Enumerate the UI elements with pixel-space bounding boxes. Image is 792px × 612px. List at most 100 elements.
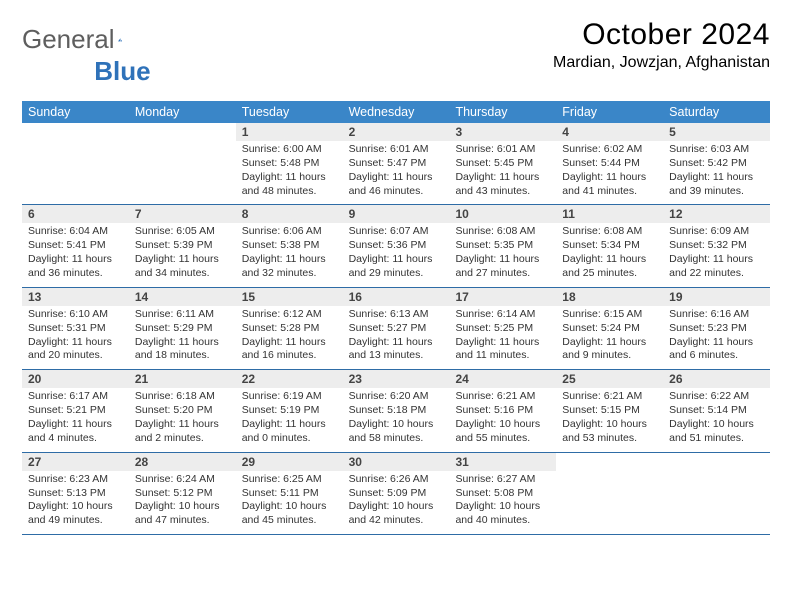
weeks-container: ..1Sunrise: 6:00 AMSunset: 5:48 PMDaylig… [22, 123, 770, 535]
day-cell: 4Sunrise: 6:02 AMSunset: 5:44 PMDaylight… [556, 123, 663, 204]
day-detail: Sunrise: 6:15 AMSunset: 5:24 PMDaylight:… [556, 306, 663, 363]
day-detail: Sunrise: 6:06 AMSunset: 5:38 PMDaylight:… [236, 223, 343, 280]
day-detail: Sunrise: 6:01 AMSunset: 5:47 PMDaylight:… [343, 141, 450, 198]
day-number: 10 [449, 205, 556, 223]
day-detail: Sunrise: 6:24 AMSunset: 5:12 PMDaylight:… [129, 471, 236, 528]
day-detail: Sunrise: 6:00 AMSunset: 5:48 PMDaylight:… [236, 141, 343, 198]
dow-cell: Tuesday [236, 101, 343, 123]
day-detail: Sunrise: 6:01 AMSunset: 5:45 PMDaylight:… [449, 141, 556, 198]
day-number: 20 [22, 370, 129, 388]
day-cell: 22Sunrise: 6:19 AMSunset: 5:19 PMDayligh… [236, 370, 343, 451]
dow-cell: Sunday [22, 101, 129, 123]
logo-text-2: Blue [94, 56, 150, 87]
day-detail: Sunrise: 6:08 AMSunset: 5:34 PMDaylight:… [556, 223, 663, 280]
day-number: 8 [236, 205, 343, 223]
day-cell: 25Sunrise: 6:21 AMSunset: 5:15 PMDayligh… [556, 370, 663, 451]
day-detail: Sunrise: 6:08 AMSunset: 5:35 PMDaylight:… [449, 223, 556, 280]
day-cell: 31Sunrise: 6:27 AMSunset: 5:08 PMDayligh… [449, 453, 556, 534]
dow-cell: Friday [556, 101, 663, 123]
day-cell: 6Sunrise: 6:04 AMSunset: 5:41 PMDaylight… [22, 205, 129, 286]
day-detail: Sunrise: 6:23 AMSunset: 5:13 PMDaylight:… [22, 471, 129, 528]
day-cell: 10Sunrise: 6:08 AMSunset: 5:35 PMDayligh… [449, 205, 556, 286]
dow-cell: Wednesday [343, 101, 450, 123]
day-cell: 24Sunrise: 6:21 AMSunset: 5:16 PMDayligh… [449, 370, 556, 451]
day-detail: Sunrise: 6:16 AMSunset: 5:23 PMDaylight:… [663, 306, 770, 363]
day-number: 19 [663, 288, 770, 306]
day-detail: Sunrise: 6:12 AMSunset: 5:28 PMDaylight:… [236, 306, 343, 363]
day-cell: 14Sunrise: 6:11 AMSunset: 5:29 PMDayligh… [129, 288, 236, 369]
day-number: 16 [343, 288, 450, 306]
day-number: 12 [663, 205, 770, 223]
day-cell: 20Sunrise: 6:17 AMSunset: 5:21 PMDayligh… [22, 370, 129, 451]
location: Mardian, Jowzjan, Afghanistan [553, 54, 770, 72]
day-cell: 28Sunrise: 6:24 AMSunset: 5:12 PMDayligh… [129, 453, 236, 534]
day-number: 14 [129, 288, 236, 306]
day-number: 24 [449, 370, 556, 388]
dow-cell: Monday [129, 101, 236, 123]
day-detail: Sunrise: 6:10 AMSunset: 5:31 PMDaylight:… [22, 306, 129, 363]
day-cell: 26Sunrise: 6:22 AMSunset: 5:14 PMDayligh… [663, 370, 770, 451]
day-detail: Sunrise: 6:14 AMSunset: 5:25 PMDaylight:… [449, 306, 556, 363]
day-number: 28 [129, 453, 236, 471]
day-number: 25 [556, 370, 663, 388]
dow-cell: Thursday [449, 101, 556, 123]
day-number: 29 [236, 453, 343, 471]
day-cell: 7Sunrise: 6:05 AMSunset: 5:39 PMDaylight… [129, 205, 236, 286]
day-cell: 3Sunrise: 6:01 AMSunset: 5:45 PMDaylight… [449, 123, 556, 204]
day-number: 4 [556, 123, 663, 141]
day-of-week-header: SundayMondayTuesdayWednesdayThursdayFrid… [22, 101, 770, 123]
day-cell: . [129, 123, 236, 204]
day-cell: . [22, 123, 129, 204]
day-cell: 18Sunrise: 6:15 AMSunset: 5:24 PMDayligh… [556, 288, 663, 369]
day-detail: Sunrise: 6:05 AMSunset: 5:39 PMDaylight:… [129, 223, 236, 280]
day-cell: 21Sunrise: 6:18 AMSunset: 5:20 PMDayligh… [129, 370, 236, 451]
day-number: 1 [236, 123, 343, 141]
day-detail: Sunrise: 6:26 AMSunset: 5:09 PMDaylight:… [343, 471, 450, 528]
week-row: 13Sunrise: 6:10 AMSunset: 5:31 PMDayligh… [22, 288, 770, 370]
day-cell: 5Sunrise: 6:03 AMSunset: 5:42 PMDaylight… [663, 123, 770, 204]
week-row: ..1Sunrise: 6:00 AMSunset: 5:48 PMDaylig… [22, 123, 770, 205]
day-cell: . [663, 453, 770, 534]
day-cell: 15Sunrise: 6:12 AMSunset: 5:28 PMDayligh… [236, 288, 343, 369]
day-number: 13 [22, 288, 129, 306]
day-detail: Sunrise: 6:04 AMSunset: 5:41 PMDaylight:… [22, 223, 129, 280]
day-number: 9 [343, 205, 450, 223]
day-number: 2 [343, 123, 450, 141]
day-cell: 16Sunrise: 6:13 AMSunset: 5:27 PMDayligh… [343, 288, 450, 369]
day-number: 31 [449, 453, 556, 471]
day-cell: 27Sunrise: 6:23 AMSunset: 5:13 PMDayligh… [22, 453, 129, 534]
day-number: 5 [663, 123, 770, 141]
month-title: October 2024 [553, 18, 770, 52]
logo-sail-icon [118, 30, 123, 50]
day-number: 22 [236, 370, 343, 388]
day-detail: Sunrise: 6:11 AMSunset: 5:29 PMDaylight:… [129, 306, 236, 363]
day-cell: 23Sunrise: 6:20 AMSunset: 5:18 PMDayligh… [343, 370, 450, 451]
day-detail: Sunrise: 6:03 AMSunset: 5:42 PMDaylight:… [663, 141, 770, 198]
day-cell: 1Sunrise: 6:00 AMSunset: 5:48 PMDaylight… [236, 123, 343, 204]
day-detail: Sunrise: 6:21 AMSunset: 5:15 PMDaylight:… [556, 388, 663, 445]
day-detail: Sunrise: 6:09 AMSunset: 5:32 PMDaylight:… [663, 223, 770, 280]
day-detail: Sunrise: 6:19 AMSunset: 5:19 PMDaylight:… [236, 388, 343, 445]
day-number: 27 [22, 453, 129, 471]
day-cell: 2Sunrise: 6:01 AMSunset: 5:47 PMDaylight… [343, 123, 450, 204]
day-cell: 12Sunrise: 6:09 AMSunset: 5:32 PMDayligh… [663, 205, 770, 286]
day-cell: . [556, 453, 663, 534]
day-detail: Sunrise: 6:13 AMSunset: 5:27 PMDaylight:… [343, 306, 450, 363]
day-number: 15 [236, 288, 343, 306]
day-detail: Sunrise: 6:21 AMSunset: 5:16 PMDaylight:… [449, 388, 556, 445]
day-cell: 17Sunrise: 6:14 AMSunset: 5:25 PMDayligh… [449, 288, 556, 369]
day-cell: 8Sunrise: 6:06 AMSunset: 5:38 PMDaylight… [236, 205, 343, 286]
day-number: 6 [22, 205, 129, 223]
day-number: 17 [449, 288, 556, 306]
calendar: SundayMondayTuesdayWednesdayThursdayFrid… [22, 101, 770, 535]
day-cell: 29Sunrise: 6:25 AMSunset: 5:11 PMDayligh… [236, 453, 343, 534]
week-row: 20Sunrise: 6:17 AMSunset: 5:21 PMDayligh… [22, 370, 770, 452]
day-cell: 9Sunrise: 6:07 AMSunset: 5:36 PMDaylight… [343, 205, 450, 286]
day-detail: Sunrise: 6:18 AMSunset: 5:20 PMDaylight:… [129, 388, 236, 445]
day-number: 21 [129, 370, 236, 388]
day-cell: 13Sunrise: 6:10 AMSunset: 5:31 PMDayligh… [22, 288, 129, 369]
day-detail: Sunrise: 6:07 AMSunset: 5:36 PMDaylight:… [343, 223, 450, 280]
day-number: 3 [449, 123, 556, 141]
day-detail: Sunrise: 6:27 AMSunset: 5:08 PMDaylight:… [449, 471, 556, 528]
day-number: 26 [663, 370, 770, 388]
